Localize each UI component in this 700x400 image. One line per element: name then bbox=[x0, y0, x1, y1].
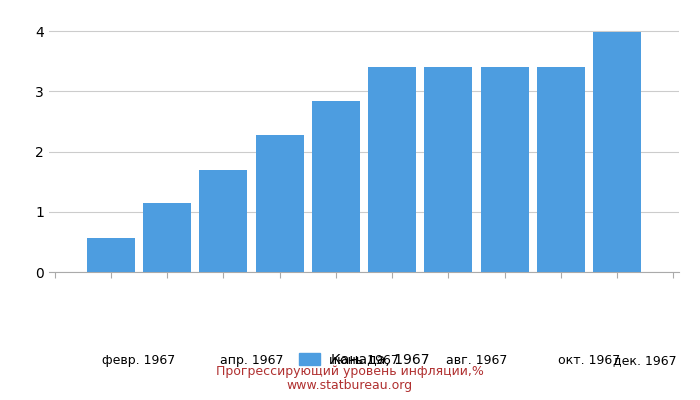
Text: авг. 1967: авг. 1967 bbox=[446, 354, 508, 367]
Text: дек. 1967: дек. 1967 bbox=[613, 354, 677, 367]
Text: апр. 1967: апр. 1967 bbox=[220, 354, 284, 367]
Bar bbox=[87, 238, 135, 272]
Bar bbox=[312, 101, 360, 272]
Bar bbox=[424, 66, 472, 272]
Legend: Канада, 1967: Канада, 1967 bbox=[293, 348, 435, 372]
Text: окт. 1967: окт. 1967 bbox=[558, 354, 620, 367]
Bar bbox=[481, 66, 528, 272]
Bar bbox=[537, 66, 584, 272]
Bar bbox=[593, 32, 641, 272]
Text: Прогрессирующий уровень инфляции,%: Прогрессирующий уровень инфляции,% bbox=[216, 366, 484, 378]
Bar bbox=[256, 135, 304, 272]
Text: февр. 1967: февр. 1967 bbox=[102, 354, 176, 367]
Bar bbox=[144, 203, 191, 272]
Text: www.statbureau.org: www.statbureau.org bbox=[287, 380, 413, 392]
Text: июнь 1967: июнь 1967 bbox=[329, 354, 399, 367]
Bar bbox=[199, 170, 247, 272]
Bar bbox=[368, 66, 416, 272]
